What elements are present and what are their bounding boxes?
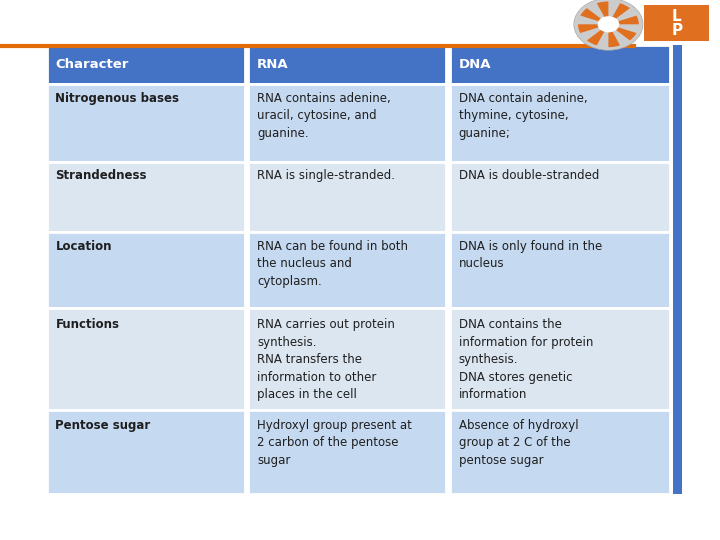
Bar: [248, 232, 446, 308]
Bar: [248, 162, 446, 232]
Text: Character: Character: [55, 58, 129, 71]
Bar: [47, 232, 245, 308]
Text: Nitrogenous bases: Nitrogenous bases: [55, 91, 179, 105]
Text: DNA: DNA: [459, 58, 491, 71]
Circle shape: [574, 0, 643, 50]
Bar: [450, 84, 670, 162]
Wedge shape: [587, 28, 606, 45]
Text: RNA contains adenine,
uracil, cytosine, and
guanine.: RNA contains adenine, uracil, cytosine, …: [257, 91, 391, 139]
Bar: [450, 162, 670, 232]
Wedge shape: [608, 29, 620, 47]
Text: DNA is only found in the
nucleus: DNA is only found in the nucleus: [459, 240, 602, 270]
Bar: [450, 45, 670, 84]
Bar: [248, 308, 446, 410]
Text: P: P: [671, 23, 683, 38]
Text: RNA is single-stranded.: RNA is single-stranded.: [257, 169, 395, 182]
Text: RNA carries out protein
synthesis.
RNA transfers the
information to other
places: RNA carries out protein synthesis. RNA t…: [257, 318, 395, 401]
Text: DNA contains the
information for protein
synthesis.
DNA stores genetic
informati: DNA contains the information for protein…: [459, 318, 593, 401]
Bar: [644, 5, 709, 40]
Bar: [47, 84, 245, 162]
Text: DNA contain adenine,
thymine, cytosine,
guanine;: DNA contain adenine, thymine, cytosine, …: [459, 91, 588, 139]
Text: Location: Location: [55, 240, 112, 253]
Bar: [450, 410, 670, 494]
Text: Strandedness: Strandedness: [55, 169, 147, 182]
Text: Absence of hydroxyl
group at 2 C of the
pentose sugar: Absence of hydroxyl group at 2 C of the …: [459, 419, 578, 467]
Wedge shape: [614, 16, 639, 24]
Text: RNA can be found in both
the nucleus and
cytoplasm.: RNA can be found in both the nucleus and…: [257, 240, 408, 288]
Bar: [47, 162, 245, 232]
Circle shape: [598, 16, 619, 32]
Text: DNA is double-stranded: DNA is double-stranded: [459, 169, 599, 182]
Text: Functions: Functions: [55, 318, 120, 331]
Bar: [248, 410, 446, 494]
Wedge shape: [597, 2, 608, 20]
Wedge shape: [578, 24, 603, 33]
Bar: [450, 232, 670, 308]
Text: Pentose sugar: Pentose sugar: [55, 419, 150, 432]
Bar: [248, 84, 446, 162]
Text: Hydroxyl group present at
2 carbon of the pentose
sugar: Hydroxyl group present at 2 carbon of th…: [257, 419, 412, 467]
Bar: [47, 45, 245, 84]
Wedge shape: [580, 8, 604, 23]
Bar: [47, 410, 245, 494]
Bar: [673, 45, 682, 494]
Bar: [450, 308, 670, 410]
Bar: [248, 45, 446, 84]
Text: L: L: [672, 9, 682, 24]
Text: RNA: RNA: [257, 58, 289, 71]
Wedge shape: [613, 26, 636, 40]
Wedge shape: [611, 3, 630, 21]
Bar: [47, 308, 245, 410]
